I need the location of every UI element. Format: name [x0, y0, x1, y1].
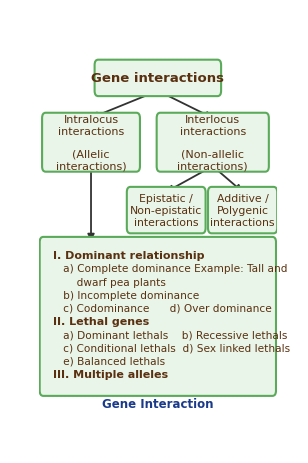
Text: e) Balanced lethals: e) Balanced lethals: [53, 356, 165, 366]
Text: a) Complete dominance Example: Tall and: a) Complete dominance Example: Tall and: [53, 264, 287, 274]
Text: Epistatic /
Non-epistatic
interactions: Epistatic / Non-epistatic interactions: [130, 194, 202, 227]
Text: dwarf pea plants: dwarf pea plants: [53, 277, 166, 287]
FancyBboxPatch shape: [127, 188, 206, 234]
Text: a) Dominant lethals    b) Recessive lethals: a) Dominant lethals b) Recessive lethals: [53, 330, 287, 340]
FancyBboxPatch shape: [157, 113, 269, 172]
Text: Additive /
Polygenic
interactions: Additive / Polygenic interactions: [210, 194, 275, 227]
FancyBboxPatch shape: [208, 188, 277, 234]
Text: Intralocus
interactions

(Allelic
interactions): Intralocus interactions (Allelic interac…: [56, 115, 126, 171]
Text: II. Lethal genes: II. Lethal genes: [53, 317, 149, 326]
FancyBboxPatch shape: [95, 61, 221, 97]
Text: Gene interactions: Gene interactions: [91, 72, 224, 85]
FancyBboxPatch shape: [40, 238, 276, 396]
Text: III. Multiple alleles: III. Multiple alleles: [53, 369, 168, 379]
Text: I. Dominant relationship: I. Dominant relationship: [53, 250, 204, 261]
FancyBboxPatch shape: [42, 113, 140, 172]
Text: Interlocus
interactions

(Non-allelic
interactions): Interlocus interactions (Non-allelic int…: [177, 115, 248, 171]
Text: b) Incomplete dominance: b) Incomplete dominance: [53, 290, 199, 300]
Text: Gene Interaction: Gene Interaction: [102, 397, 214, 410]
Text: c) Codominance      d) Over dominance: c) Codominance d) Over dominance: [53, 303, 272, 313]
Text: c) Conditional lethals  d) Sex linked lethals: c) Conditional lethals d) Sex linked let…: [53, 343, 290, 353]
